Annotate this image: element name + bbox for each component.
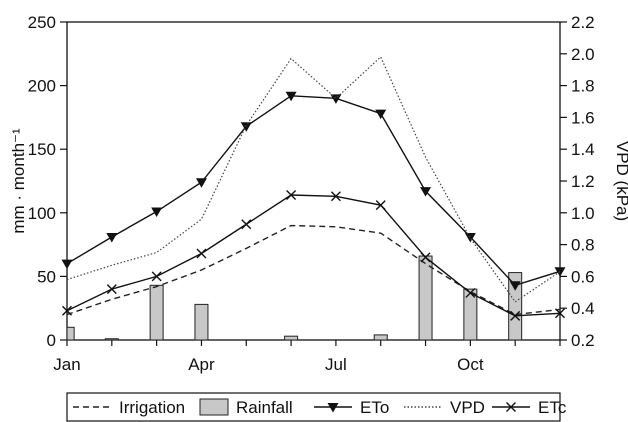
legend-swatch-rainfall: [199, 398, 229, 416]
legend-label-etc: ETc: [538, 398, 567, 417]
irrigation-line: [66, 224, 561, 316]
eto-point: [61, 259, 73, 270]
etc-point: [330, 191, 341, 202]
legend-label-irrigation: Irrigation: [119, 398, 185, 417]
y-tick-label: 250: [28, 13, 56, 32]
legend-box: [66, 392, 561, 422]
eto-point: [509, 281, 521, 291]
y2-tick-label: 1.4: [571, 140, 595, 159]
x-tick-label: Jul: [325, 355, 347, 374]
eto-point: [420, 187, 432, 197]
y2-tick-label: 1.2: [571, 172, 595, 191]
etc-point: [196, 248, 207, 259]
y2-tick-label: 0.2: [571, 331, 595, 350]
etc-point: [555, 308, 565, 319]
y2-tick-label: 1.0: [571, 204, 595, 223]
rainfall-bar: [508, 272, 523, 341]
etc-point: [151, 271, 162, 282]
rainfall-bar: [104, 338, 119, 341]
etc-point: [241, 219, 252, 230]
etc-point: [420, 252, 431, 263]
y2-tick-label: 0.4: [571, 299, 595, 318]
legend-label-eto: ETo: [360, 398, 389, 417]
rainfall-bar: [373, 334, 388, 341]
vpd-line: [66, 55, 561, 303]
eto-point: [285, 91, 297, 102]
y2-tick-label: 0.6: [571, 267, 595, 286]
y2-tick-label: 1.6: [571, 108, 595, 127]
etc-point: [465, 287, 476, 298]
etc-point: [375, 200, 386, 211]
y2-tick-label: 2.0: [571, 45, 595, 64]
rainfall-bar: [284, 335, 299, 341]
y-tick-label: 200: [28, 77, 56, 96]
etc-point: [62, 305, 72, 316]
x-tick-label: Jan: [53, 355, 80, 374]
etc-point: [286, 189, 297, 200]
legend-label-rainfall: Rainfall: [236, 398, 293, 417]
legend-label-vpd: VPD: [450, 398, 485, 417]
y-tick-label: 150: [28, 140, 56, 159]
eto-point: [464, 232, 476, 243]
rainfall-bar: [463, 288, 478, 341]
eto-point: [240, 122, 252, 132]
rainfall-bar: [149, 284, 164, 341]
y2-tick-label: 2.2: [571, 13, 595, 32]
y-axis-title: mm · month⁻¹: [9, 128, 28, 234]
y-tick-label: 0: [47, 331, 56, 350]
rainfall-bar: [418, 255, 433, 341]
eto-point: [151, 207, 163, 218]
y-tick-label: 50: [37, 267, 56, 286]
x-tick-label: Oct: [457, 355, 484, 374]
y-tick-label: 100: [28, 204, 56, 223]
x-tick-label: Apr: [188, 355, 215, 374]
etc-line: [66, 194, 561, 317]
plot-frame: [66, 21, 561, 341]
eto-point: [330, 94, 342, 104]
y2-axis-title: VPD (kPa): [613, 141, 628, 221]
y2-tick-label: 1.8: [571, 77, 595, 96]
legend-marker-etc: [506, 402, 516, 412]
etc-point: [106, 284, 117, 295]
eto-line: [66, 95, 561, 287]
y2-tick-label: 0.8: [571, 236, 595, 255]
eto-point: [106, 232, 118, 243]
etc-point: [510, 310, 521, 321]
rainfall-bar: [194, 303, 209, 341]
eto-point: [375, 109, 387, 120]
rainfall-bar: [66, 326, 75, 341]
legend-marker-eto: [327, 403, 339, 413]
eto-point: [195, 178, 207, 188]
